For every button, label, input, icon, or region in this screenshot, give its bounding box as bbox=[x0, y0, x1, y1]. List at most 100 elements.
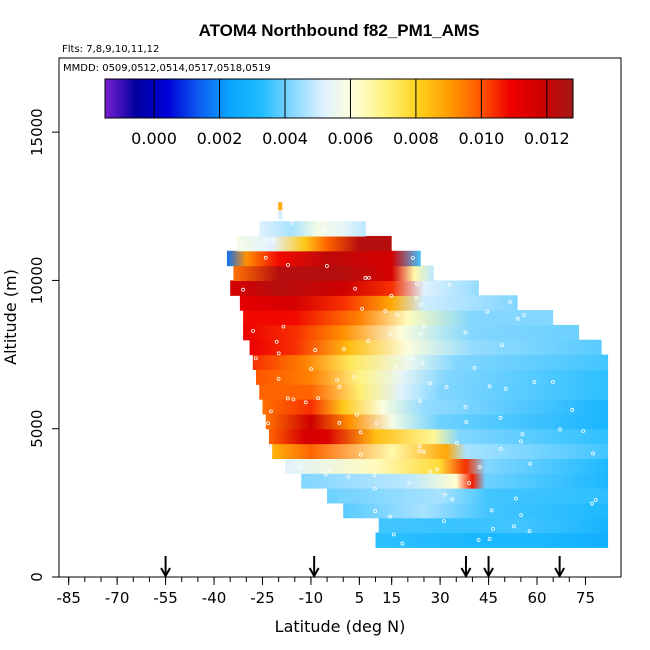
measurement-point bbox=[419, 302, 423, 307]
measurement-point bbox=[417, 444, 422, 449]
heatmap-band bbox=[249, 339, 602, 356]
heatmap-band bbox=[226, 250, 421, 267]
measurement-point bbox=[455, 441, 459, 445]
measurement-point bbox=[519, 513, 524, 518]
measurement-point bbox=[323, 472, 328, 477]
measurement-point bbox=[411, 356, 416, 361]
flight-arrow bbox=[554, 556, 566, 579]
measurement-point bbox=[373, 509, 378, 513]
x-tick-label: 45 bbox=[479, 589, 498, 607]
measurement-point bbox=[303, 400, 308, 405]
measurement-point bbox=[499, 446, 503, 451]
measurement-point bbox=[491, 526, 495, 531]
measurement-point bbox=[489, 508, 494, 513]
measurement-point bbox=[467, 481, 471, 485]
flights-note: Flts: 7,8,9,10,11,12 bbox=[62, 44, 159, 55]
measurement-point bbox=[269, 409, 273, 414]
measurement-point bbox=[527, 529, 532, 534]
measurement-point bbox=[528, 461, 533, 466]
measurement-point bbox=[503, 386, 508, 391]
colorbar-gradient bbox=[104, 78, 574, 119]
measurement-point bbox=[316, 396, 320, 401]
heatmap-band bbox=[230, 280, 479, 296]
colorbar-ticks: 0.000 0.002 0.004 0.006 0.008 0.010 0.012 bbox=[131, 79, 570, 148]
heatmap bbox=[226, 202, 609, 548]
measurement-point bbox=[500, 343, 504, 348]
colorbar: 0.000 0.002 0.004 0.006 0.008 0.010 0.012 bbox=[104, 78, 574, 148]
measurement-point bbox=[335, 377, 340, 382]
measurement-point bbox=[360, 306, 365, 311]
heatmap-band bbox=[262, 399, 609, 415]
x-axis-title: Latitude (deg N) bbox=[275, 617, 406, 636]
heatmap-band bbox=[256, 369, 609, 385]
heatmap-band bbox=[343, 502, 609, 519]
measurement-point bbox=[422, 324, 427, 329]
measurement-point bbox=[353, 286, 357, 291]
measurement-point bbox=[352, 375, 357, 379]
measurement-point bbox=[407, 480, 412, 485]
measurement-point bbox=[241, 287, 245, 292]
heatmap-band bbox=[243, 310, 554, 326]
flight-arrow bbox=[160, 556, 171, 579]
flight-arrow bbox=[308, 556, 320, 579]
heatmap-band bbox=[378, 517, 609, 534]
measurement-point bbox=[463, 405, 468, 409]
measurement-point bbox=[367, 275, 371, 280]
x-tick-label: 15 bbox=[382, 589, 401, 607]
measurement-point bbox=[346, 474, 351, 479]
y-tick-label: 0 bbox=[28, 572, 46, 582]
measurement-point bbox=[472, 365, 477, 370]
colorbar-tick-label: 0.010 bbox=[458, 129, 504, 148]
x-tick-label: -70 bbox=[105, 589, 130, 607]
y-axis-title: Altitude (m) bbox=[1, 269, 20, 365]
measurement-point bbox=[590, 501, 594, 506]
measurement-point bbox=[593, 497, 598, 502]
heatmap-band bbox=[233, 265, 434, 282]
measurement-point bbox=[487, 537, 492, 541]
dates-note: MMDD: 0509,0512,0514,0517,0518,0519 bbox=[63, 63, 271, 74]
measurement-point bbox=[366, 339, 371, 343]
colorbar-tick-label: 0.000 bbox=[131, 129, 177, 148]
y-tick-label: 5000 bbox=[28, 410, 46, 448]
measurement-point bbox=[276, 351, 281, 356]
measurement-point bbox=[337, 385, 342, 389]
measurement-point bbox=[285, 396, 290, 401]
measurement-point bbox=[519, 439, 523, 444]
heatmap-band bbox=[375, 532, 609, 548]
measurement-point bbox=[240, 243, 244, 247]
y-tick-label: 15000 bbox=[28, 108, 46, 156]
measurement-points bbox=[240, 220, 598, 546]
heatmap-band bbox=[268, 428, 609, 445]
measurement-point bbox=[358, 430, 363, 435]
measurement-point bbox=[463, 330, 468, 335]
x-tick-label: 5 bbox=[355, 589, 365, 607]
x-tick-label: -25 bbox=[250, 589, 275, 607]
measurement-point bbox=[313, 348, 318, 352]
y-tick-label: 10000 bbox=[28, 257, 46, 305]
measurement-point bbox=[447, 282, 452, 287]
measurement-point bbox=[281, 324, 286, 329]
measurement-point bbox=[263, 239, 268, 244]
measurement-point bbox=[442, 519, 446, 523]
measurement-point bbox=[289, 220, 294, 225]
plot-frame bbox=[58, 57, 622, 578]
measurement-point bbox=[414, 281, 419, 286]
measurement-point bbox=[395, 312, 400, 317]
colorbar-tick-label: 0.004 bbox=[262, 129, 308, 148]
x-tick-label: 75 bbox=[576, 589, 595, 607]
measurement-point bbox=[512, 524, 516, 529]
measurement-point bbox=[251, 328, 255, 333]
heatmap-band bbox=[265, 413, 609, 430]
colorbar-tick-label: 0.012 bbox=[524, 129, 570, 148]
measurement-point bbox=[327, 467, 331, 472]
measurement-point bbox=[253, 356, 258, 361]
heatmap-band bbox=[252, 354, 609, 370]
measurement-point bbox=[435, 467, 440, 472]
measurement-point bbox=[410, 256, 415, 260]
heatmap-band bbox=[259, 221, 366, 237]
measurement-point bbox=[515, 316, 520, 321]
heatmap-band bbox=[301, 473, 609, 489]
measurement-point bbox=[485, 309, 490, 314]
measurement-point bbox=[309, 367, 314, 371]
